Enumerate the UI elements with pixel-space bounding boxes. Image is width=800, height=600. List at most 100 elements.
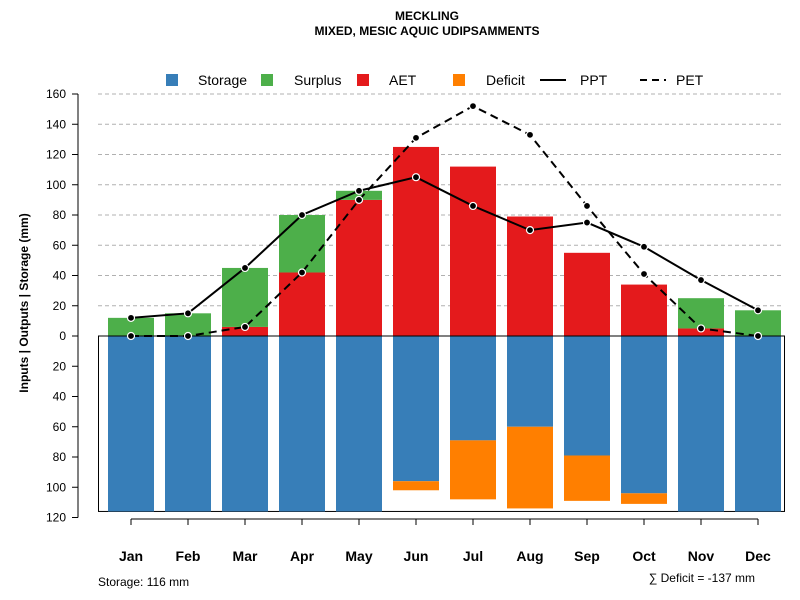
ppt-point-feb — [183, 309, 193, 318]
x-tick-label-aug: Aug — [516, 548, 543, 564]
y-tick-label: 80 — [53, 450, 67, 464]
y-axis: 0 20 40 60 80 100 120 140 160 20 40 60 80 100 120 — [46, 87, 79, 525]
legend-label-storage: Storage — [198, 72, 247, 88]
chart-title: MECKLING — [395, 9, 459, 23]
bar-deficit-aug — [507, 426, 553, 509]
pet-point-jun — [411, 133, 421, 142]
pet-point-feb — [183, 331, 193, 341]
bar-surplus-apr — [279, 215, 325, 273]
y-tick-label: 60 — [53, 420, 67, 434]
legend-swatch-aet — [357, 74, 369, 86]
pet-point-sep — [582, 201, 592, 211]
bar-aet-oct — [621, 284, 667, 336]
lines — [126, 101, 763, 341]
bar-storage-sep — [564, 336, 610, 456]
ppt-point-jun — [411, 173, 421, 182]
x-tick-label-dec: Dec — [745, 548, 771, 564]
legend-swatch-surplus — [261, 74, 273, 86]
y-tick-label: 80 — [53, 208, 67, 222]
ppt-point-may — [354, 186, 364, 195]
bar-aet-apr — [279, 272, 325, 336]
footer-deficit: ∑ Deficit = -137 mm — [649, 571, 755, 585]
bar-deficit-oct — [621, 493, 667, 504]
pet-point-dec — [753, 331, 763, 341]
bar-storage-oct — [621, 336, 667, 494]
ppt-point-aug — [525, 226, 535, 235]
legend-label-deficit: Deficit — [486, 72, 525, 88]
legend-label-aet: AET — [389, 72, 417, 88]
x-tick-label-jul: Jul — [463, 548, 483, 564]
ppt-point-jan — [126, 313, 136, 322]
pet-point-mar — [240, 322, 250, 332]
pet-point-oct — [639, 269, 649, 279]
x-tick-label-apr: Apr — [290, 548, 315, 564]
bar-storage-mar — [222, 336, 268, 512]
bar-aet-aug — [507, 216, 553, 336]
y-tick-label: 0 — [59, 329, 66, 343]
bar-surplus-jan — [108, 317, 154, 336]
ppt-line — [130, 176, 759, 319]
y-tick-label: 40 — [53, 390, 67, 404]
ppt-point-sep — [582, 218, 592, 227]
legend-label-ppt: PPT — [580, 72, 608, 88]
pet-point-nov — [696, 324, 706, 333]
pet-point-jan — [126, 331, 136, 341]
y-tick-label: 120 — [46, 511, 66, 525]
y-tick-label: 40 — [53, 269, 67, 283]
bar-aet-mar — [222, 326, 268, 336]
y-tick-label: 20 — [53, 359, 67, 373]
bar-surplus-nov — [678, 298, 724, 329]
bar-storage-jan — [108, 336, 154, 512]
bar-surplus-dec — [735, 310, 781, 336]
pet-point-apr — [297, 268, 307, 277]
ppt-point-mar — [240, 263, 250, 273]
footer-storage: Storage: 116 mm — [98, 575, 189, 589]
bar-deficit-sep — [564, 455, 610, 501]
legend-swatch-deficit — [453, 74, 465, 86]
y-axis-label: Inputs | Outputs | Storage (mm) — [17, 213, 31, 392]
pet-point-aug — [525, 130, 535, 139]
bar-storage-apr — [279, 336, 325, 512]
ppt-point-jul — [468, 201, 478, 211]
x-tick-label-jun: Jun — [404, 548, 429, 564]
bar-surplus-mar — [222, 267, 268, 327]
y-tick-label: 160 — [46, 87, 66, 101]
bars — [98, 146, 785, 512]
gridlines — [98, 93, 784, 307]
pet-point-jul — [468, 101, 478, 111]
bar-storage-feb — [165, 336, 211, 512]
y-tick-label: 120 — [46, 148, 66, 162]
x-tick-label-feb: Feb — [176, 548, 201, 564]
bar-deficit-jul — [450, 440, 496, 500]
bar-storage-jul — [450, 336, 496, 441]
bar-storage-dec — [735, 336, 781, 512]
y-tick-label: 100 — [46, 480, 66, 494]
x-tick-label-oct: Oct — [632, 548, 656, 564]
x-tick-label-may: May — [345, 548, 372, 564]
pet-line — [131, 104, 759, 337]
chart-subtitle: MIXED, MESIC AQUIC UDIPSAMMENTS — [315, 24, 540, 38]
legend-label-surplus: Surplus — [294, 72, 341, 88]
ppt-point-nov — [696, 275, 706, 285]
ppt-point-dec — [753, 306, 763, 315]
bar-surplus-may — [336, 190, 382, 200]
x-tick-label-jan: Jan — [119, 548, 143, 564]
bar-storage-may — [336, 336, 382, 512]
ppt-point-oct — [639, 242, 649, 251]
y-tick-label: 60 — [53, 238, 67, 252]
bar-storage-aug — [507, 336, 553, 427]
y-tick-label: 100 — [46, 178, 66, 192]
ppt-point-apr — [297, 210, 307, 220]
y-tick-label: 140 — [46, 117, 66, 131]
bar-storage-nov — [678, 336, 724, 512]
legend-label-pet: PET — [676, 72, 704, 88]
pet-point-may — [354, 195, 364, 204]
x-tick-label-nov: Nov — [688, 548, 715, 564]
y-tick-label: 20 — [53, 299, 67, 313]
bar-aet-sep — [564, 252, 610, 336]
x-axis: Jan Feb Mar Apr May Jun Jul Aug Sep Oct Nov Dec — [119, 518, 771, 564]
bar-aet-may — [336, 199, 382, 336]
x-tick-label-mar: Mar — [233, 548, 258, 564]
bar-storage-jun — [393, 336, 439, 482]
